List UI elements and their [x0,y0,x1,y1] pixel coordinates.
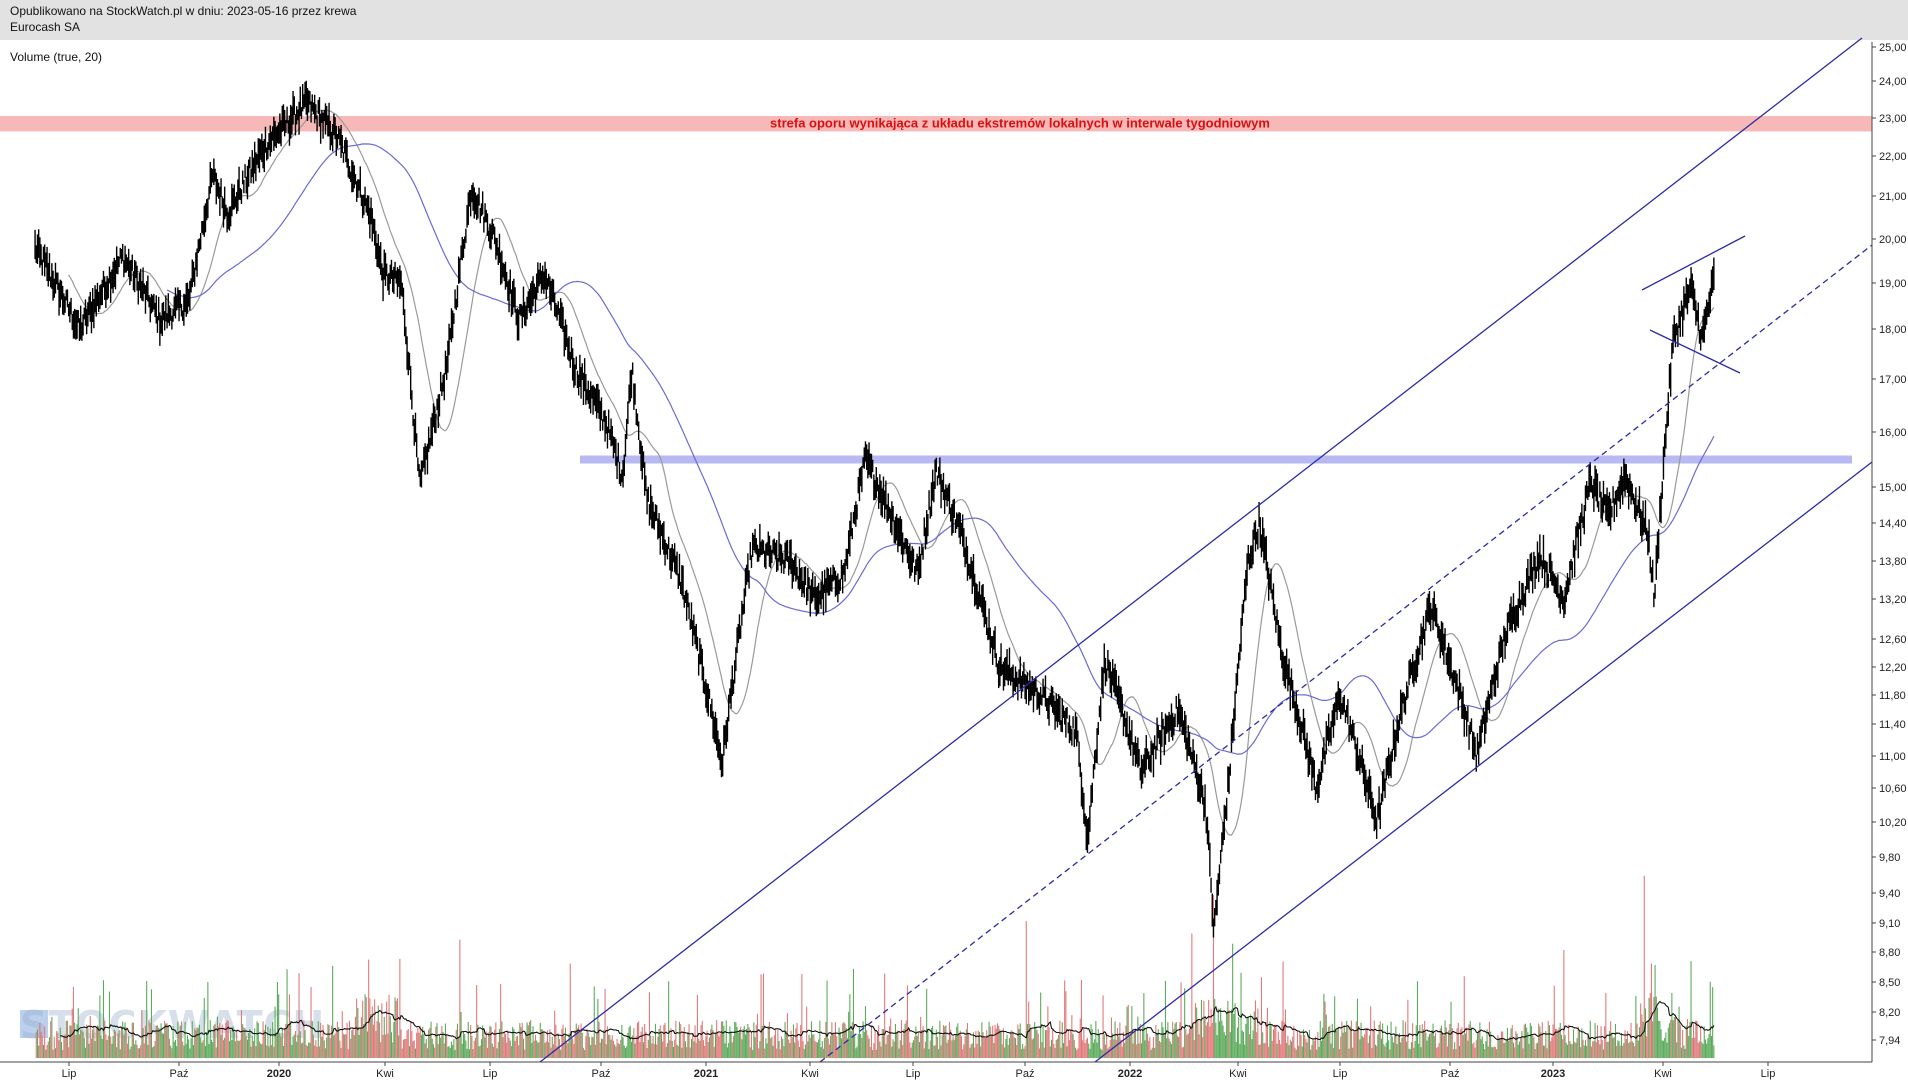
channel-mid-line [819,244,1873,1063]
resistance-zone-label: strefa oporu wynikająca z układu ekstrem… [770,116,1270,131]
x-tick-label: 2021 [694,1068,718,1080]
y-tick-label: 14,40 [1879,518,1907,530]
y-tick-label: 13,80 [1879,556,1907,568]
y-tick-label: 25,00 [1879,42,1907,54]
volume-moving-average [60,1000,1715,1041]
y-tick-label: 9,80 [1879,852,1900,864]
x-tick-label: 2023 [1541,1068,1565,1080]
y-tick-label: 24,00 [1879,76,1907,88]
y-tick-label: 22,00 [1879,151,1907,163]
x-tick-label: Paź [1441,1068,1460,1080]
y-tick-label: 7,94 [1879,1035,1900,1047]
publication-header: Opublikowano na StockWatch.pl w dniu: 20… [0,0,1908,40]
published-info: Opublikowano na StockWatch.pl w dniu: 20… [10,4,357,18]
y-tick-label: 12,60 [1879,634,1907,646]
y-tick-label: 8,50 [1879,977,1900,989]
x-tick-label: Paź [592,1068,611,1080]
x-tick-label: 2020 [267,1068,291,1080]
y-tick-label: 19,00 [1879,278,1907,290]
x-tick-label: Lip [483,1068,498,1080]
y-tick-label: 11,80 [1879,690,1906,702]
x-tick-label: Kwi [376,1068,394,1080]
channel-lower-line [1094,461,1873,1063]
moving-average-long [166,143,1715,755]
y-tick-label: 13,20 [1879,594,1907,606]
y-tick-label: 17,00 [1879,374,1907,386]
y-tick-label: 8,20 [1879,1007,1900,1019]
y-tick-label: 10,20 [1879,817,1907,829]
volume-indicator-label: Volume (true, 20) [10,50,103,64]
x-tick-label: Lip [62,1068,77,1080]
x-tick-label: Kwi [1654,1068,1672,1080]
y-tick-label: 15,00 [1879,482,1907,494]
x-tick-label: Paź [1016,1068,1035,1080]
support-band [580,455,1852,464]
y-tick-label: 9,40 [1879,888,1900,900]
flag-upper-line [1641,235,1746,291]
flag-lower-line [1649,329,1741,374]
x-tick-label: Paź [170,1068,189,1080]
stockwatch-logo-icon [20,1010,48,1038]
y-tick-label: 21,00 [1879,191,1907,203]
x-tick-label: Lip [906,1068,921,1080]
resistance-zone [0,116,1872,132]
y-tick-label: 8,80 [1879,947,1900,959]
y-tick-label: 20,00 [1879,234,1907,246]
volume-pane [35,875,1715,1058]
y-tick-label: 12,20 [1879,662,1907,674]
y-tick-label: 23,00 [1879,113,1907,125]
x-tick-label: Kwi [1229,1068,1247,1080]
y-tick-label: 18,00 [1879,324,1907,336]
y-tick-label: 9,10 [1879,918,1900,930]
y-tick-label: 16,00 [1879,427,1907,439]
x-tick-label: Lip [1333,1068,1348,1080]
x-tick-label: 2022 [1118,1068,1142,1080]
instrument-name: Eurocash SA [10,20,81,34]
x-tick-label: Lip [1761,1068,1776,1080]
y-tick-label: 11,40 [1879,719,1906,731]
channel-upper-line [539,37,1863,1063]
y-tick-label: 10,60 [1879,783,1907,795]
y-tick-label: 11,00 [1879,751,1906,763]
x-tick-label: Kwi [801,1068,819,1080]
